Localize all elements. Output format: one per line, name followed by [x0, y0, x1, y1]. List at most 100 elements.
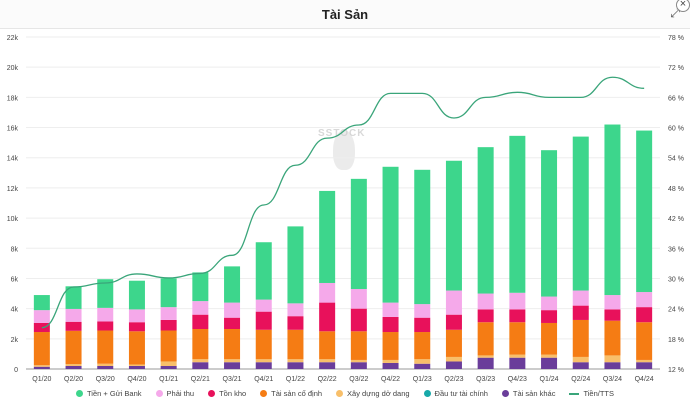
bar-segment [319, 362, 336, 369]
bar-segment [509, 309, 526, 323]
bar-segment [604, 362, 621, 369]
bar-segment [287, 329, 304, 360]
bar-segment [255, 311, 272, 330]
bar-segment [541, 310, 558, 323]
bar-segment [541, 357, 558, 369]
bar-segment [445, 290, 462, 315]
right-tick-label: 42 % [668, 216, 684, 223]
x-tick-label: Q4/20 [127, 376, 146, 383]
legend-label: Tiền + Gửi Bank [86, 389, 142, 398]
right-tick-label: 66 % [668, 95, 684, 102]
x-tick-label: Q3/21 [223, 376, 242, 383]
bar-segment [97, 365, 114, 369]
legend-item[interactable]: Tài sản khác [501, 389, 556, 398]
right-tick-label: 30 % [668, 276, 684, 283]
bar-segment [65, 286, 82, 309]
bar-segment [65, 364, 82, 366]
bar-segment [224, 266, 241, 303]
bar-segment [509, 357, 526, 369]
legend-marker-icon [501, 390, 509, 397]
bar-segment [128, 322, 145, 332]
bar-segment [192, 362, 209, 369]
chart-header: Tài Sản ⤢ × [0, 0, 690, 29]
bar-segment [572, 319, 589, 357]
x-tick-label: Q1/21 [159, 376, 178, 383]
bar-segment [636, 322, 653, 360]
bar-segment [33, 310, 50, 323]
bar-segment [224, 302, 241, 318]
bar-segment [414, 359, 431, 364]
left-tick-label: 14k [7, 156, 19, 163]
expand-icon[interactable]: ⤢ [670, 6, 680, 20]
bar-segment [572, 356, 589, 363]
legend-label: Tiền/TTS [583, 389, 615, 398]
bar-segment [97, 307, 114, 322]
bar-segment [128, 365, 145, 369]
bar-segment [33, 295, 50, 311]
chart-title: Tài Sản [321, 7, 369, 22]
bar-segment [477, 309, 494, 323]
bar-segment [382, 359, 399, 363]
bar-segment [572, 136, 589, 291]
bar-segment [350, 362, 367, 369]
bar-segment [572, 290, 589, 306]
bar-segment [445, 329, 462, 357]
right-tick-label: 18 % [668, 337, 684, 344]
bar-segment [477, 293, 494, 310]
bar-segment [160, 307, 177, 320]
bar-segment [636, 130, 653, 293]
bar-segment [255, 299, 272, 312]
bar-segment [382, 362, 399, 369]
legend-item[interactable]: Tiền + Gửi Bank [75, 389, 142, 398]
bar-segment [33, 365, 50, 367]
bar-segment [224, 329, 241, 360]
legend: Tiền + Gửi Bank Phải thu Tồn kho Tài sản cố… [0, 389, 690, 398]
bar-segment [287, 303, 304, 317]
bar-segment [65, 321, 82, 331]
right-tick-label: 24 % [668, 307, 684, 314]
bar-segment [255, 329, 272, 360]
legend-item[interactable]: Phải thu [155, 389, 195, 398]
legend-item[interactable]: Tiền/TTS [569, 389, 614, 398]
legend-label: Phải thu [166, 389, 195, 398]
x-tick-label: Q2/22 [318, 376, 337, 383]
bar-segment [604, 355, 621, 363]
x-tick-label: Q4/22 [381, 376, 400, 383]
right-tick-label: 12 % [668, 367, 684, 374]
x-tick-label: Q1/24 [540, 376, 559, 383]
left-tick-label: 12k [7, 186, 19, 193]
bar-segment [572, 362, 589, 369]
right-tick-label: 36 % [668, 246, 684, 253]
bar-segment [319, 190, 336, 283]
legend-marker-icon [336, 390, 344, 397]
bar-segment [255, 359, 272, 363]
x-tick-label: Q2/20 [64, 376, 83, 383]
bar-segment [509, 135, 526, 293]
bar-segment [477, 357, 494, 369]
legend-item[interactable]: Tài sản cố định [260, 389, 322, 398]
legend-label: Tài sản khác [512, 389, 556, 398]
bar-segment [97, 321, 114, 331]
bar-segment [382, 302, 399, 317]
bar-segment [224, 359, 241, 363]
bar-segment [287, 316, 304, 330]
right-tick-label: 48 % [668, 186, 684, 193]
x-tick-label: Q3/23 [476, 376, 495, 383]
bar-segment [97, 330, 114, 364]
bar-segment [445, 314, 462, 330]
bar-segment [192, 314, 209, 330]
legend-item[interactable]: Xây dựng dở dang [336, 389, 410, 398]
bar-segment [477, 147, 494, 294]
x-tick-label: Q4/24 [635, 376, 654, 383]
legend-item[interactable]: Đầu tư tài chính [423, 389, 488, 398]
bar-segment [350, 331, 367, 360]
bar-segment [445, 160, 462, 291]
legend-marker-icon [208, 390, 216, 397]
legend-item[interactable]: Tồn kho [208, 389, 246, 398]
bar-segment [97, 279, 114, 308]
left-tick-label: 20k [7, 65, 19, 72]
right-tick-label: 60 % [668, 126, 684, 133]
bar-segment [414, 169, 431, 305]
bar-segment [382, 316, 399, 333]
bar-segment [224, 362, 241, 369]
